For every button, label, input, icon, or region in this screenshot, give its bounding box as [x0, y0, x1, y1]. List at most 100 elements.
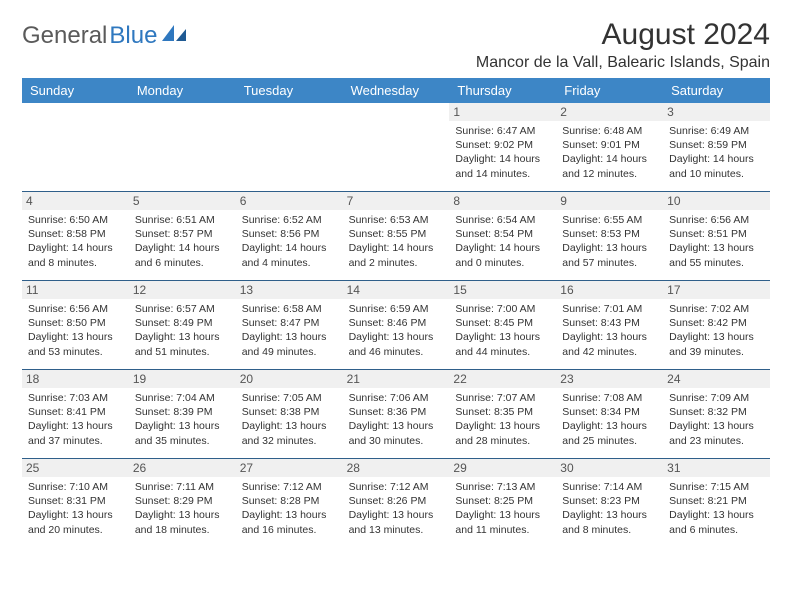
day-info: Sunrise: 7:06 AMSunset: 8:36 PMDaylight:… — [349, 391, 444, 448]
day-info: Sunrise: 6:48 AMSunset: 9:01 PMDaylight:… — [562, 124, 657, 181]
calendar-cell: 23Sunrise: 7:08 AMSunset: 8:34 PMDayligh… — [556, 370, 663, 458]
sunset-line: Sunset: 8:43 PM — [562, 316, 657, 330]
day-info: Sunrise: 6:56 AMSunset: 8:51 PMDaylight:… — [669, 213, 764, 270]
sunrise-line: Sunrise: 6:59 AM — [349, 302, 444, 316]
day-number: 17 — [663, 281, 770, 299]
day-number: 18 — [22, 370, 129, 388]
sunrise-line: Sunrise: 7:10 AM — [28, 480, 123, 494]
day-info: Sunrise: 7:12 AMSunset: 8:26 PMDaylight:… — [349, 480, 444, 537]
day-info: Sunrise: 7:14 AMSunset: 8:23 PMDaylight:… — [562, 480, 657, 537]
calendar-cell: 14Sunrise: 6:59 AMSunset: 8:46 PMDayligh… — [343, 281, 450, 369]
calendar-cell: 6Sunrise: 6:52 AMSunset: 8:56 PMDaylight… — [236, 192, 343, 280]
sunrise-line: Sunrise: 7:04 AM — [135, 391, 230, 405]
daylight2-line: and 30 minutes. — [349, 434, 444, 448]
calendar-cell: 11Sunrise: 6:56 AMSunset: 8:50 PMDayligh… — [22, 281, 129, 369]
daylight2-line: and 6 minutes. — [135, 256, 230, 270]
day-info: Sunrise: 7:13 AMSunset: 8:25 PMDaylight:… — [455, 480, 550, 537]
sunrise-line: Sunrise: 6:50 AM — [28, 213, 123, 227]
day-info: Sunrise: 7:11 AMSunset: 8:29 PMDaylight:… — [135, 480, 230, 537]
day-number: 3 — [663, 103, 770, 121]
day-info: Sunrise: 6:55 AMSunset: 8:53 PMDaylight:… — [562, 213, 657, 270]
sunset-line: Sunset: 8:35 PM — [455, 405, 550, 419]
day-number: 25 — [22, 459, 129, 477]
day-info: Sunrise: 7:02 AMSunset: 8:42 PMDaylight:… — [669, 302, 764, 359]
calendar-cell: 16Sunrise: 7:01 AMSunset: 8:43 PMDayligh… — [556, 281, 663, 369]
calendar-cell: 3Sunrise: 6:49 AMSunset: 8:59 PMDaylight… — [663, 103, 770, 191]
daylight1-line: Daylight: 13 hours — [242, 508, 337, 522]
calendar-week: 25 Sunrise: 7:10 AMSunset: 8:31 PMDayligh… — [22, 459, 770, 547]
daylight1-line: Daylight: 13 hours — [349, 330, 444, 344]
day-info: Sunrise: 7:10 AMSunset: 8:31 PMDaylight:… — [28, 480, 123, 537]
daylight2-line: and 6 minutes. — [669, 523, 764, 537]
daylight1-line: Daylight: 13 hours — [28, 330, 123, 344]
brand-part2: Blue — [109, 22, 157, 50]
sunrise-line: Sunrise: 7:05 AM — [242, 391, 337, 405]
day-number: 15 — [449, 281, 556, 299]
day-number: 12 — [129, 281, 236, 299]
daylight1-line: Daylight: 13 hours — [562, 330, 657, 344]
day-info: Sunrise: 6:52 AMSunset: 8:56 PMDaylight:… — [242, 213, 337, 270]
sunset-line: Sunset: 8:50 PM — [28, 316, 123, 330]
sunset-line: Sunset: 8:38 PM — [242, 405, 337, 419]
sunrise-line: Sunrise: 7:09 AM — [669, 391, 764, 405]
day-number: 23 — [556, 370, 663, 388]
calendar-cell: 20Sunrise: 7:05 AMSunset: 8:38 PMDayligh… — [236, 370, 343, 458]
calendar-week: 1Sunrise: 6:47 AMSunset: 9:02 PMDaylight… — [22, 103, 770, 192]
day-info: Sunrise: 7:15 AMSunset: 8:21 PMDaylight:… — [669, 480, 764, 537]
daylight2-line: and 12 minutes. — [562, 167, 657, 181]
sunset-line: Sunset: 8:59 PM — [669, 138, 764, 152]
sunrise-line: Sunrise: 7:01 AM — [562, 302, 657, 316]
day-info: Sunrise: 6:51 AMSunset: 8:57 PMDaylight:… — [135, 213, 230, 270]
calendar-cell: 8Sunrise: 6:54 AMSunset: 8:54 PMDaylight… — [449, 192, 556, 280]
calendar-cell: 9 Sunrise: 6:55 AMSunset: 8:53 PMDaylight… — [556, 192, 663, 280]
sunrise-line: Sunrise: 7:14 AM — [562, 480, 657, 494]
sail-icon — [162, 22, 188, 50]
sunset-line: Sunset: 8:56 PM — [242, 227, 337, 241]
daylight1-line: Daylight: 14 hours — [28, 241, 123, 255]
calendar-cell: 27Sunrise: 7:12 AMSunset: 8:28 PMDayligh… — [236, 459, 343, 547]
daylight1-line: Daylight: 14 hours — [242, 241, 337, 255]
day-number: 1 — [449, 103, 556, 121]
sunset-line: Sunset: 8:32 PM — [669, 405, 764, 419]
daylight1-line: Daylight: 13 hours — [135, 419, 230, 433]
day-info: Sunrise: 6:50 AMSunset: 8:58 PMDaylight:… — [28, 213, 123, 270]
daylight1-line: Daylight: 13 hours — [562, 419, 657, 433]
daylight1-line: Daylight: 13 hours — [135, 330, 230, 344]
sunrise-line: Sunrise: 6:55 AM — [562, 213, 657, 227]
sunrise-line: Sunrise: 7:12 AM — [349, 480, 444, 494]
sunrise-line: Sunrise: 6:56 AM — [28, 302, 123, 316]
daylight2-line: and 42 minutes. — [562, 345, 657, 359]
daylight1-line: Daylight: 13 hours — [669, 330, 764, 344]
daylight1-line: Daylight: 13 hours — [455, 508, 550, 522]
sunrise-line: Sunrise: 7:08 AM — [562, 391, 657, 405]
calendar-cell: 15Sunrise: 7:00 AMSunset: 8:45 PMDayligh… — [449, 281, 556, 369]
sunset-line: Sunset: 9:01 PM — [562, 138, 657, 152]
day-info: Sunrise: 6:58 AMSunset: 8:47 PMDaylight:… — [242, 302, 337, 359]
calendar-cell: 21Sunrise: 7:06 AMSunset: 8:36 PMDayligh… — [343, 370, 450, 458]
daylight1-line: Daylight: 14 hours — [669, 152, 764, 166]
sunset-line: Sunset: 8:21 PM — [669, 494, 764, 508]
day-number: 8 — [449, 192, 556, 210]
sunset-line: Sunset: 8:25 PM — [455, 494, 550, 508]
daylight1-line: Daylight: 13 hours — [455, 330, 550, 344]
sunrise-line: Sunrise: 7:06 AM — [349, 391, 444, 405]
calendar-cell: 28Sunrise: 7:12 AMSunset: 8:26 PMDayligh… — [343, 459, 450, 547]
daylight1-line: Daylight: 14 hours — [455, 241, 550, 255]
sunset-line: Sunset: 8:23 PM — [562, 494, 657, 508]
sunset-line: Sunset: 8:49 PM — [135, 316, 230, 330]
sunset-line: Sunset: 8:57 PM — [135, 227, 230, 241]
daylight2-line: and 23 minutes. — [669, 434, 764, 448]
calendar-cell: 24Sunrise: 7:09 AMSunset: 8:32 PMDayligh… — [663, 370, 770, 458]
calendar: Sunday Monday Tuesday Wednesday Thursday… — [22, 78, 770, 547]
day-number: 14 — [343, 281, 450, 299]
weekday-label: Saturday — [663, 78, 770, 103]
daylight1-line: Daylight: 13 hours — [562, 508, 657, 522]
daylight1-line: Daylight: 13 hours — [562, 241, 657, 255]
day-number: 9 — [556, 192, 663, 210]
calendar-cell: 2Sunrise: 6:48 AMSunset: 9:01 PMDaylight… — [556, 103, 663, 191]
sunset-line: Sunset: 8:53 PM — [562, 227, 657, 241]
sunrise-line: Sunrise: 7:15 AM — [669, 480, 764, 494]
day-number: 30 — [556, 459, 663, 477]
calendar-cell: 5Sunrise: 6:51 AMSunset: 8:57 PMDaylight… — [129, 192, 236, 280]
sunset-line: Sunset: 8:28 PM — [242, 494, 337, 508]
